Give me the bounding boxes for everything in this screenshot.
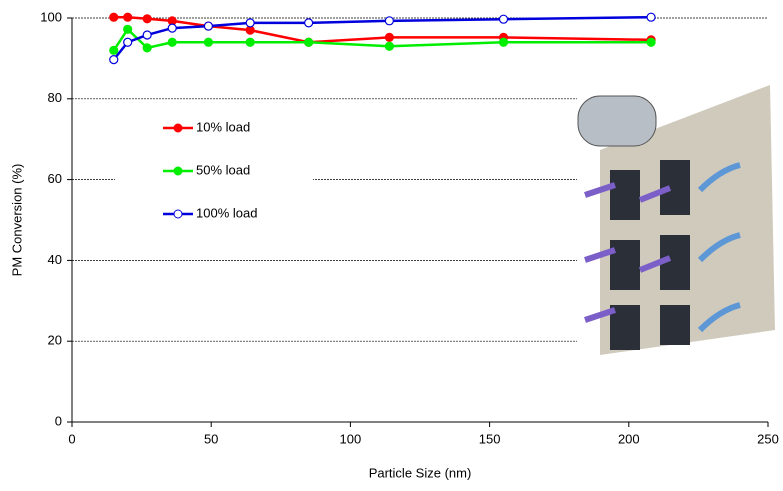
legend-label: 100% load [196,205,257,220]
data-point [500,15,508,23]
data-point [647,13,655,21]
data-point [143,44,151,52]
data-point [305,38,313,46]
data-point [647,38,655,46]
data-point [385,33,393,41]
y-tick-label: 100 [40,9,62,24]
x-tick-label: 150 [479,431,501,446]
filter-cylinder [578,96,656,146]
data-point [124,25,132,33]
legend-label: 10% load [196,119,250,134]
data-point [124,38,132,46]
y-axis-title: PM Conversion (%) [9,164,24,277]
plot [110,13,655,63]
chart: Particle Size (nm) PM Conversion (%) 0 20… [0,0,783,486]
data-point [168,38,176,46]
data-point [246,38,254,46]
data-point [305,19,313,27]
y-tick-label: 80 [48,90,62,105]
y-tick-label: 40 [48,252,62,267]
x-tick-label: 200 [618,431,640,446]
data-point [110,46,118,54]
x-tick-label: 50 [204,431,218,446]
legend-marker [174,124,182,132]
data-point [385,17,393,25]
x-axis-title: Particle Size (nm) [369,465,472,480]
data-point [168,24,176,32]
y-tick-label: 60 [48,171,62,186]
legend-marker [174,167,182,175]
data-point [124,13,132,21]
data-point [204,22,212,30]
x-tick-label: 100 [340,431,362,446]
data-point [143,15,151,23]
y-tick-label: 20 [48,333,62,348]
data-point [500,38,508,46]
data-point [110,56,118,64]
data-point [385,42,393,50]
x-tick-label: 0 [68,431,75,446]
data-point [110,13,118,21]
x-tick-label: 250 [757,431,779,446]
data-point [204,38,212,46]
data-point [246,19,254,27]
y-tick-label: 0 [55,413,62,428]
legend-label: 50% load [196,162,250,177]
legend-marker [174,210,182,218]
series-line [114,29,651,50]
data-point [143,31,151,39]
filter-illustration [577,85,775,355]
